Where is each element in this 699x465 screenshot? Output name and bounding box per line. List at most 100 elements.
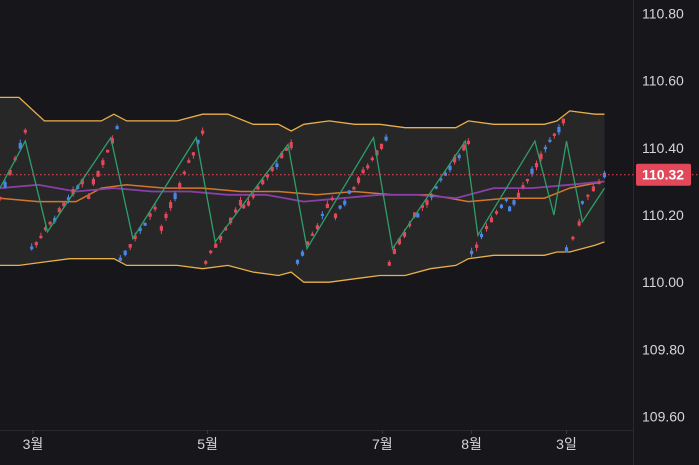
candle-body [182, 171, 186, 174]
candle-body [347, 190, 351, 194]
candle-body [597, 181, 601, 185]
candle-body [484, 226, 489, 230]
candle-body [379, 143, 384, 149]
candle-body [219, 236, 223, 240]
candle-body [251, 194, 255, 198]
candle-body [561, 118, 565, 124]
candle-body [238, 199, 243, 206]
candle-body [191, 152, 195, 156]
candle-body [577, 221, 581, 226]
candle-body [43, 227, 48, 231]
candle-body [196, 140, 200, 144]
candle-body [439, 178, 443, 181]
y-tick-label: 110.00 [642, 274, 684, 290]
candle-body [246, 201, 251, 206]
candle-body [123, 250, 127, 256]
candle-body [543, 146, 547, 150]
candle-body [366, 165, 370, 169]
last-price-tag: 110.32 [636, 163, 691, 186]
candle-body [430, 195, 434, 198]
candle-body [392, 249, 396, 254]
candle-body [552, 133, 556, 136]
band-lower-line [0, 241, 605, 283]
x-axis-ticks: 3월 5월 7월 8월 3일 [23, 430, 577, 452]
candle-body [187, 160, 191, 163]
candle-body [356, 177, 361, 183]
x-tick-label: 3일 [556, 436, 577, 452]
candle-body [402, 231, 407, 237]
candle-body [300, 251, 305, 256]
candle-body [397, 238, 401, 245]
candle-body [71, 189, 75, 195]
candle-body [261, 179, 265, 185]
candle-body [375, 150, 379, 156]
candle-body [30, 246, 34, 250]
candle-body [453, 156, 457, 163]
candle-body [96, 171, 100, 177]
candle-body [470, 250, 474, 255]
candle-body [53, 217, 57, 222]
candle-body [512, 200, 516, 205]
candle-body [580, 201, 584, 204]
candle-body [420, 204, 424, 208]
last-price-tag-text: 110.32 [642, 167, 684, 183]
candle-body [413, 212, 417, 217]
candle-body [548, 139, 552, 142]
candle-body [489, 217, 494, 223]
candle-body [143, 223, 147, 226]
x-tick-label: 7월 [372, 436, 393, 452]
candle-body [133, 235, 137, 239]
candle-body [115, 126, 119, 130]
candle-body [499, 204, 503, 209]
candle-body [352, 187, 356, 190]
candle-body [564, 247, 569, 253]
candle-body [280, 152, 284, 159]
band-fill [0, 97, 605, 283]
candle-body [361, 169, 365, 174]
candle-body [110, 138, 114, 144]
candle-body [87, 194, 91, 199]
y-axis-ticks: 110.80 110.60 110.40 110.20 110.00 109.80 109.… [642, 5, 685, 424]
y-tick-label: 109.80 [642, 341, 685, 357]
candle-body [534, 163, 539, 168]
candle-body [416, 213, 420, 218]
candle-body [57, 208, 61, 212]
band-upper-line [0, 96, 605, 132]
candle-body [214, 243, 218, 248]
candle-body [387, 262, 391, 266]
candle-body [310, 233, 314, 236]
candle-body [18, 142, 22, 149]
candle-body [242, 204, 246, 209]
candle-body [256, 186, 260, 190]
candle-body [23, 129, 27, 133]
candle-body [325, 203, 329, 209]
candle-body [101, 160, 105, 165]
candle-body [448, 165, 452, 171]
candle-body [504, 198, 508, 201]
y-tick-label: 110.40 [642, 140, 684, 156]
candle-body [118, 257, 122, 261]
y-tick-label: 110.80 [642, 5, 684, 21]
candle-body [275, 163, 279, 167]
candle-body [521, 185, 525, 188]
candle-body [128, 244, 132, 248]
candle-body [479, 233, 484, 238]
candle-body [201, 130, 205, 134]
candle-body [159, 226, 163, 231]
candle-body [384, 136, 388, 141]
candle-body [265, 174, 269, 178]
candle-body [586, 194, 590, 197]
candle-body [466, 140, 470, 144]
candle-body [204, 261, 208, 264]
zigzag-polyline [0, 135, 606, 251]
candle-body [333, 213, 338, 218]
candle-body [91, 178, 95, 185]
candle-body [270, 166, 274, 171]
candle-body [289, 142, 293, 149]
candle-body [62, 202, 66, 207]
candle-body [34, 241, 38, 246]
candle-body [408, 223, 412, 227]
candle-body [530, 168, 534, 174]
candle-body [169, 202, 173, 209]
